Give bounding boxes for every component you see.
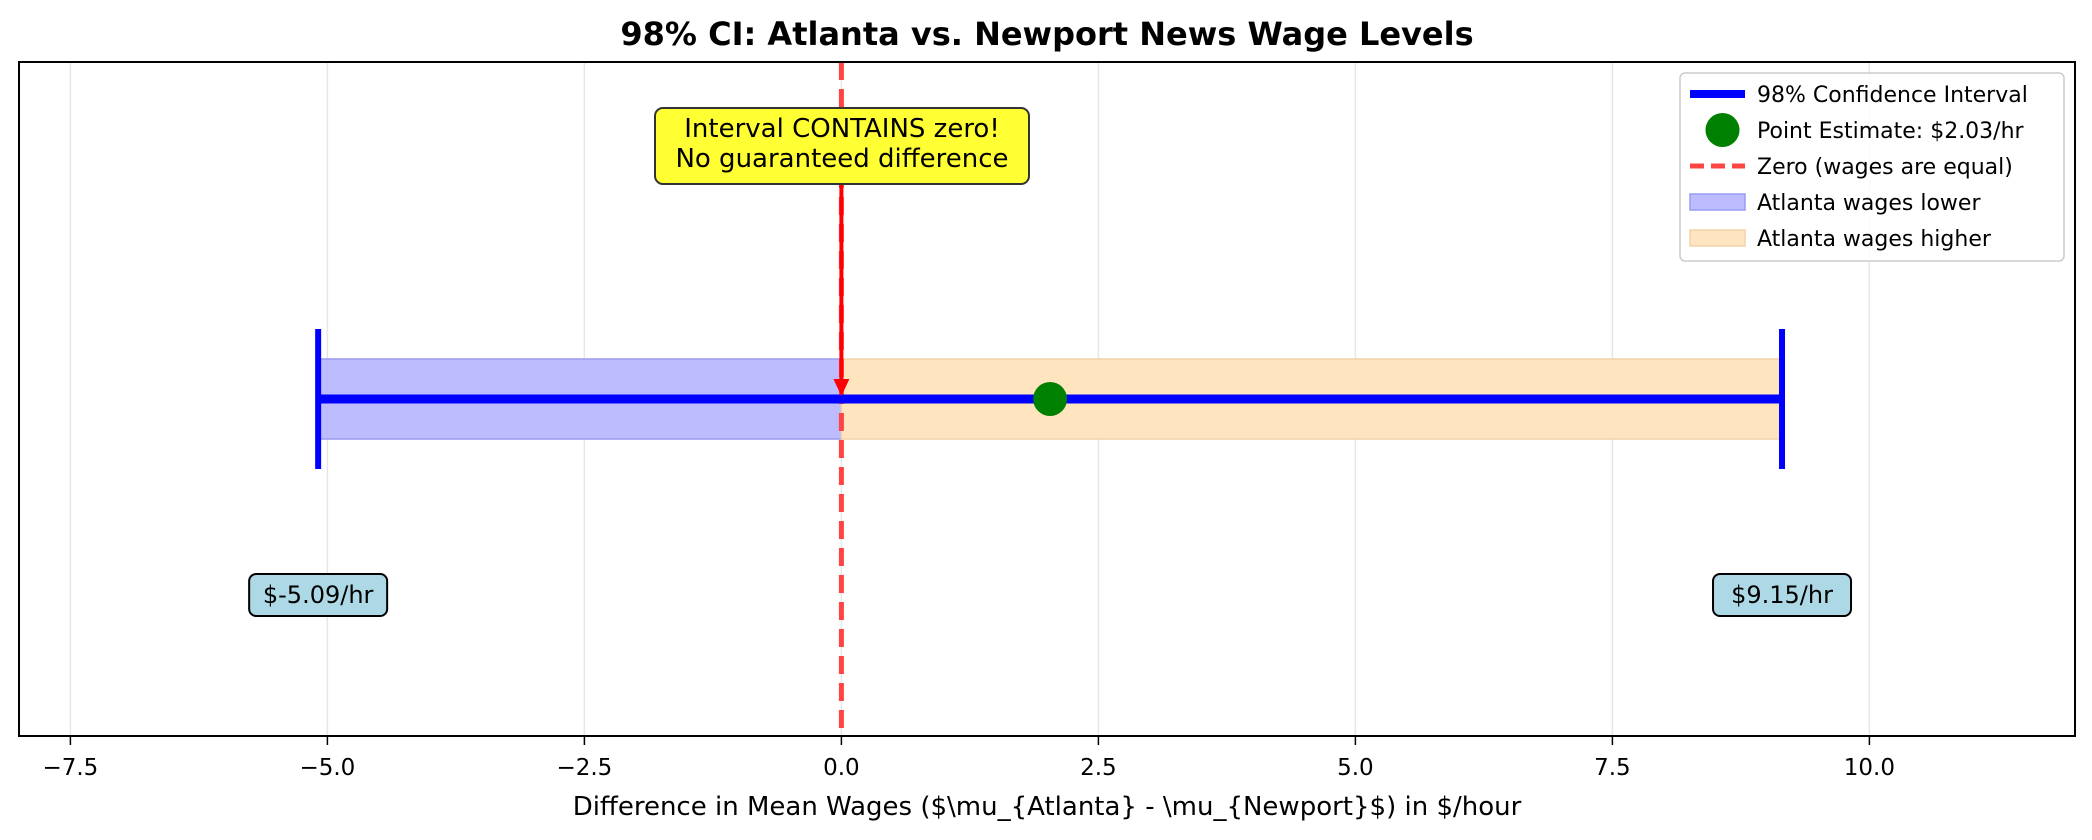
upper-bound-box [1712,573,1853,617]
x-tick-label: 2.5 [1080,755,1117,781]
annotation-text: Interval CONTAINS zero! [684,114,1000,144]
x-tick-label: 0.0 [823,755,860,781]
x-tick-label: −5.0 [299,755,355,781]
legend-higher-label: Atlanta wages higher [1757,227,1992,252]
x-tick-label: 7.5 [1594,755,1631,781]
lower-bound-label: $-5.09/hr [263,581,374,609]
legend-lower-swatch [1689,193,1746,211]
annotation-text: No guaranteed difference [675,144,1008,174]
chart-title: 98% CI: Atlanta vs. Newport News Wage Le… [620,15,1473,53]
legend-point-label: Point Estimate: $2.03/hr [1757,119,2025,144]
x-tick-label: −7.5 [42,755,98,781]
x-tick-label: −2.5 [556,755,612,781]
x-axis: −7.5 −5.0 −2.5 0.0 2.5 5.0 7.5 10.0 [42,736,1895,781]
plot-frame [18,61,2076,737]
annotation-box [654,107,1030,185]
legend-box [1679,72,2065,262]
annotations: Interval CONTAINS zero!No guaranteed dif… [248,107,1853,617]
x-tick-label: 10.0 [1844,755,1895,781]
legend: 98% Confidence Interval Point Estimate: $… [1679,72,2065,262]
legend-lower-label: Atlanta wages lower [1757,191,1981,216]
legend-point-swatch [1705,113,1740,147]
x-tick-label: 5.0 [1337,755,1374,781]
lower-bound-box [248,573,389,617]
marks [315,62,1786,736]
legend-higher-swatch [1689,229,1746,247]
annotation-arrowhead [833,379,850,396]
legend-zero-label: Zero (wages are equal) [1757,155,2013,180]
legend-ci-label: 98% Confidence Interval [1757,83,2028,108]
upper-bound-label: $9.15/hr [1731,581,1833,609]
x-axis-label: Difference in Mean Wages ($\mu_{Atlanta}… [573,792,1522,822]
point-estimate-marker [1033,382,1068,416]
